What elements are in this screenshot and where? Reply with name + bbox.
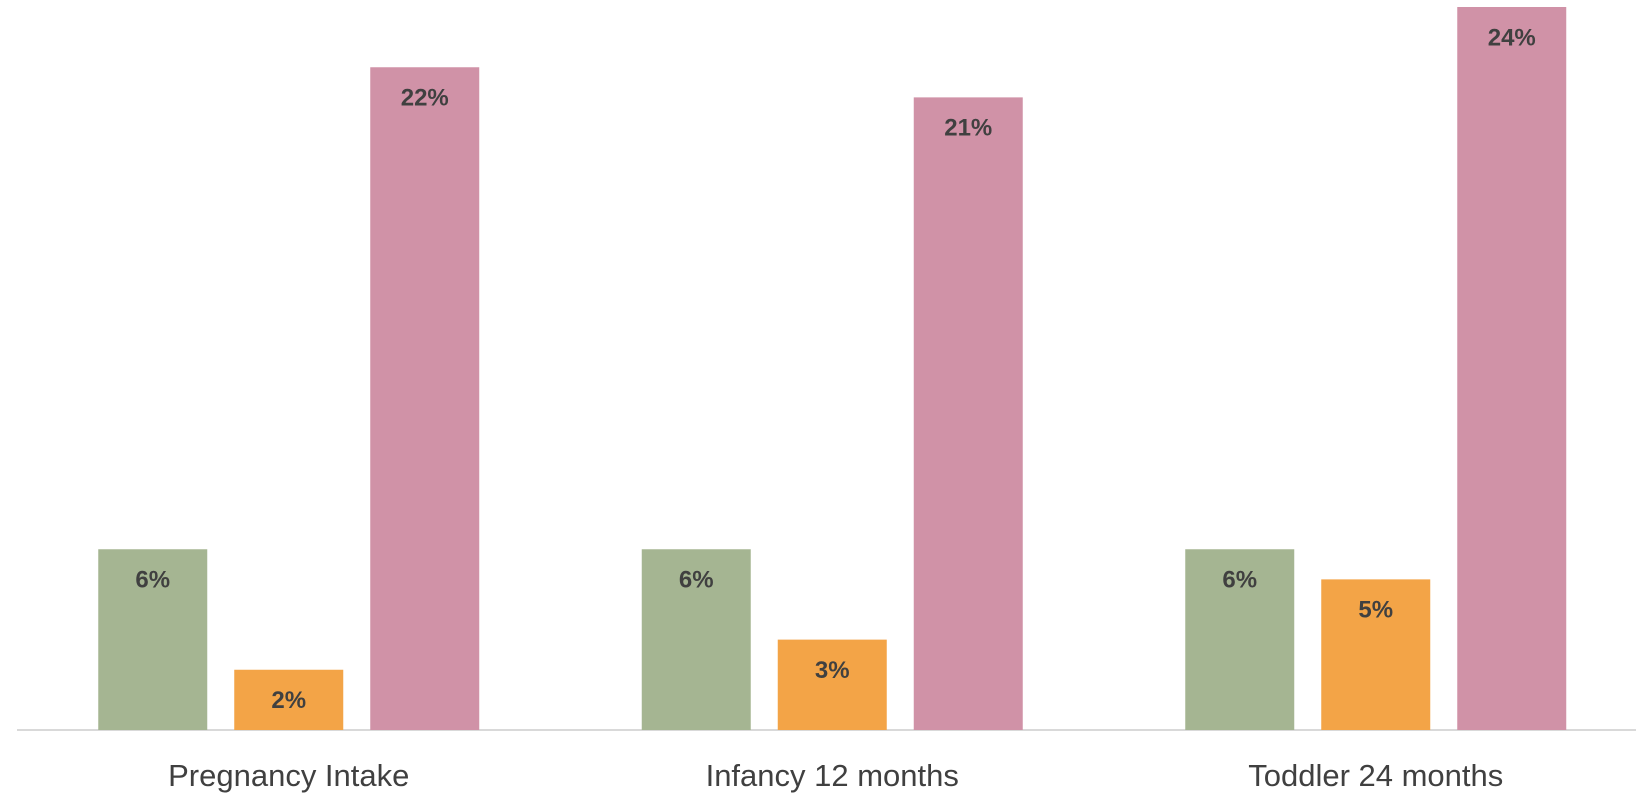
bar (98, 549, 208, 730)
data-label: 21% (944, 115, 992, 142)
data-label: 24% (1488, 24, 1536, 51)
bar (234, 669, 344, 730)
bar (370, 67, 480, 730)
data-label: 2% (271, 687, 306, 714)
bar (1457, 7, 1567, 730)
bar (1185, 549, 1295, 730)
data-label: 6% (135, 567, 170, 594)
bar (1321, 579, 1431, 730)
data-label: 5% (1358, 597, 1393, 624)
data-label: 22% (401, 85, 449, 112)
bar (777, 639, 887, 730)
data-label: 6% (1222, 567, 1257, 594)
x-tick-label: Toddler 24 months (1248, 758, 1503, 793)
data-label: 3% (815, 657, 850, 684)
data-label: 6% (679, 567, 714, 594)
bar (641, 549, 751, 730)
x-tick-label: Infancy 12 months (706, 758, 959, 793)
x-tick-label: Pregnancy Intake (168, 758, 409, 793)
bar (913, 97, 1023, 730)
